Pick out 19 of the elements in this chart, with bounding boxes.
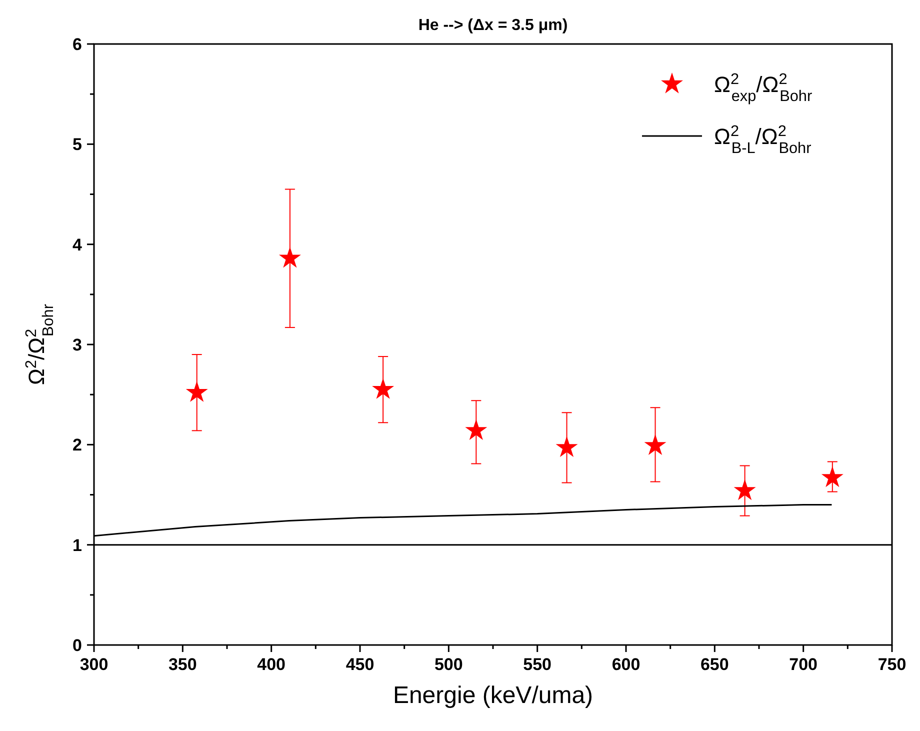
x-tick-label: 400	[257, 655, 286, 674]
x-tick-label: 350	[168, 655, 197, 674]
x-tick-label: 500	[434, 655, 463, 674]
y-tick-label: 6	[72, 35, 82, 54]
x-tick-label: 750	[878, 655, 906, 674]
x-tick-label: 600	[612, 655, 640, 674]
x-axis-title: Energie (keV/uma)	[392, 682, 594, 709]
y-tick-label: 3	[72, 336, 82, 354]
chart-title: He --> (Δx = 3.5 μm)	[418, 17, 568, 34]
x-tick-label: 300	[80, 655, 108, 674]
x-tick-label: 450	[346, 655, 374, 674]
x-tick-label: 700	[789, 655, 818, 674]
x-tick-label: 550	[523, 655, 552, 674]
y-tick-label: 5	[72, 135, 82, 154]
y-tick-label: 2	[72, 436, 82, 455]
y-tick-label: 0	[72, 636, 82, 655]
y-tick-label: 1	[72, 536, 82, 555]
y-tick-label: 4	[72, 235, 83, 254]
x-tick-label: 650	[700, 655, 729, 674]
